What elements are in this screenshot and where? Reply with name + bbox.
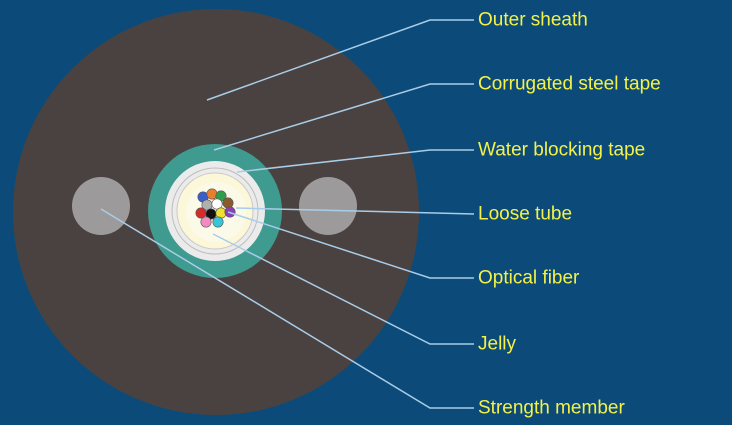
label-outer-sheath: Outer sheath xyxy=(478,9,588,31)
leader-water-blocking-tape xyxy=(236,149,474,173)
optical-fiber-strand xyxy=(222,197,234,209)
water-blocking-tape-inner-ring xyxy=(171,167,259,255)
label-loose-tube: Loose tube xyxy=(478,203,573,225)
optical-fiber-strand xyxy=(195,207,207,219)
leader-lines xyxy=(100,19,475,409)
strength-member-left xyxy=(72,177,130,235)
label-water-blocking-tape: Water blocking tape xyxy=(478,139,646,161)
label-strength-member: Strength member xyxy=(478,397,625,419)
leader-corrugated-steel-tape xyxy=(213,83,474,151)
optical-fiber-bundle xyxy=(195,188,236,228)
optical-fiber-strand xyxy=(206,188,218,200)
leader-jelly xyxy=(212,233,474,345)
leader-loose-tube xyxy=(235,207,475,215)
leader-optical-fiber xyxy=(227,211,474,279)
label-jelly: Jelly xyxy=(478,333,517,355)
leader-outer-sheath xyxy=(206,19,474,101)
optical-fiber-strand xyxy=(211,198,223,210)
strength-member-right xyxy=(299,177,357,235)
label-corrugated-steel-tape: Corrugated steel tape xyxy=(478,73,661,95)
leader-strength-member xyxy=(100,208,474,409)
optical-fiber-strand xyxy=(212,216,224,228)
optical-fiber-strand xyxy=(200,216,212,228)
label-optical-fiber: Optical fiber xyxy=(478,267,580,289)
